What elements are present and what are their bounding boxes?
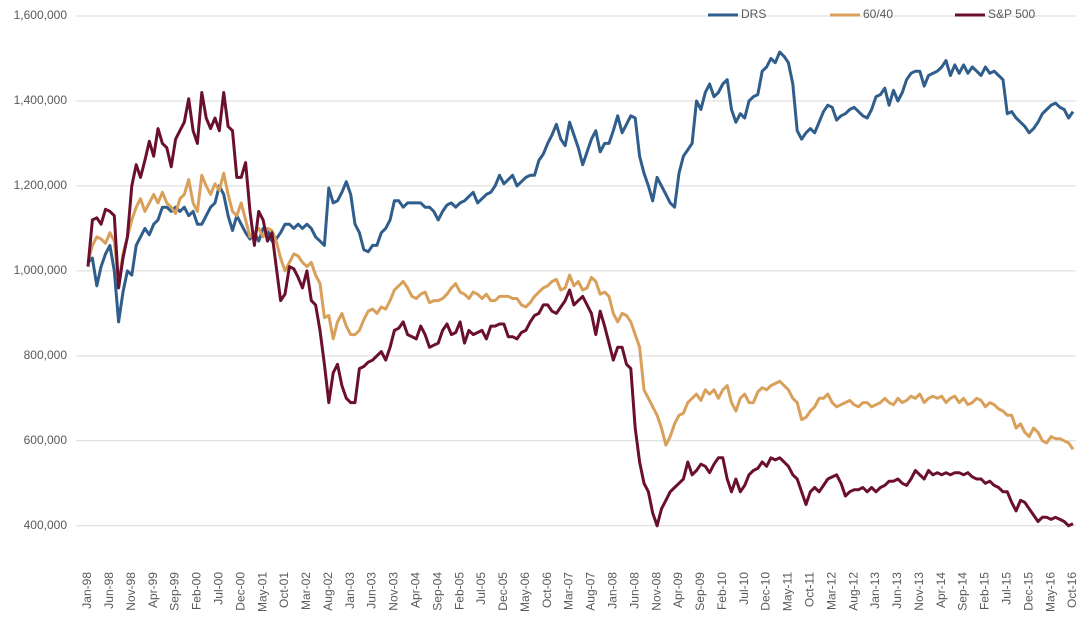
x-tick-label: Feb-15 bbox=[978, 572, 992, 610]
x-tick-label: Apr-99 bbox=[146, 572, 160, 608]
y-tick-label: 1,400,000 bbox=[14, 93, 68, 107]
x-tick-label: Dec-15 bbox=[1021, 572, 1035, 611]
y-tick-label: 600,000 bbox=[24, 433, 68, 447]
y-tick-label: 400,000 bbox=[24, 518, 68, 532]
x-tick-label: May-06 bbox=[518, 572, 532, 612]
x-tick-label: Apr-09 bbox=[671, 572, 685, 608]
line-series bbox=[86, 171, 1075, 451]
x-tick-label: Oct-06 bbox=[540, 572, 554, 608]
x-tick-label: Oct-01 bbox=[277, 572, 291, 608]
x-tick-label: Dec-10 bbox=[759, 572, 773, 611]
x-tick-label: Nov-13 bbox=[912, 572, 926, 611]
y-tick-label: 800,000 bbox=[24, 348, 68, 362]
x-tick-label: Oct-11 bbox=[803, 572, 817, 607]
x-tick-label: Sep-04 bbox=[430, 572, 444, 611]
x-tick-label: Sep-09 bbox=[693, 572, 707, 611]
x-tick-label: Feb-10 bbox=[715, 572, 729, 610]
x-tick-label: Jun-13 bbox=[890, 572, 904, 609]
y-tick-label: 1,200,000 bbox=[14, 178, 68, 192]
x-tick-label: Jul-10 bbox=[737, 572, 751, 605]
x-tick-label: Mar-02 bbox=[299, 572, 313, 610]
x-tick-label: May-11 bbox=[781, 572, 795, 611]
x-tick-label: May-16 bbox=[1043, 572, 1057, 612]
line-series bbox=[86, 50, 1075, 324]
x-tick-label: Apr-14 bbox=[934, 572, 948, 608]
x-tick-label: Oct-16 bbox=[1065, 572, 1076, 608]
x-tick-label: Mar-12 bbox=[824, 572, 838, 610]
line-series bbox=[86, 91, 1074, 528]
x-tick-label: Sep-14 bbox=[956, 572, 970, 611]
x-tick-label: Jan-03 bbox=[343, 572, 357, 609]
legend-label: DRS bbox=[741, 7, 766, 21]
x-tick-label: Jan-08 bbox=[606, 572, 620, 609]
y-tick-label: 1,600,000 bbox=[14, 8, 68, 22]
x-tick-label: Aug-02 bbox=[321, 572, 335, 611]
x-tick-label: Dec-00 bbox=[233, 572, 247, 611]
legend-label: 60/40 bbox=[863, 7, 893, 21]
x-tick-label: Dec-05 bbox=[496, 572, 510, 611]
legend-label: S&P 500 bbox=[988, 7, 1035, 21]
x-tick-label: Jun-98 bbox=[102, 572, 116, 609]
x-tick-label: Aug-07 bbox=[584, 572, 598, 611]
x-tick-label: Jun-08 bbox=[627, 572, 641, 609]
x-tick-label: Feb-05 bbox=[452, 572, 466, 610]
x-tick-label: Mar-07 bbox=[562, 572, 576, 610]
x-tick-label: Jul-15 bbox=[1000, 572, 1014, 605]
x-tick-label: Aug-12 bbox=[846, 572, 860, 611]
x-tick-label: Nov-08 bbox=[649, 572, 663, 611]
x-tick-label: Jan-98 bbox=[80, 572, 94, 609]
x-tick-label: Jul-05 bbox=[474, 572, 488, 605]
x-tick-label: Nov-98 bbox=[124, 572, 138, 611]
x-tick-label: Jan-13 bbox=[868, 572, 882, 609]
x-tick-label: Nov-03 bbox=[387, 572, 401, 611]
x-tick-label: Apr-04 bbox=[409, 572, 423, 608]
y-tick-label: 1,000,000 bbox=[14, 263, 68, 277]
x-tick-label: Jun-03 bbox=[365, 572, 379, 609]
x-tick-label: Sep-99 bbox=[168, 572, 182, 611]
x-tick-label: May-01 bbox=[255, 572, 269, 612]
x-tick-label: Jul-00 bbox=[212, 572, 226, 605]
x-tick-label: Feb-00 bbox=[190, 572, 204, 610]
